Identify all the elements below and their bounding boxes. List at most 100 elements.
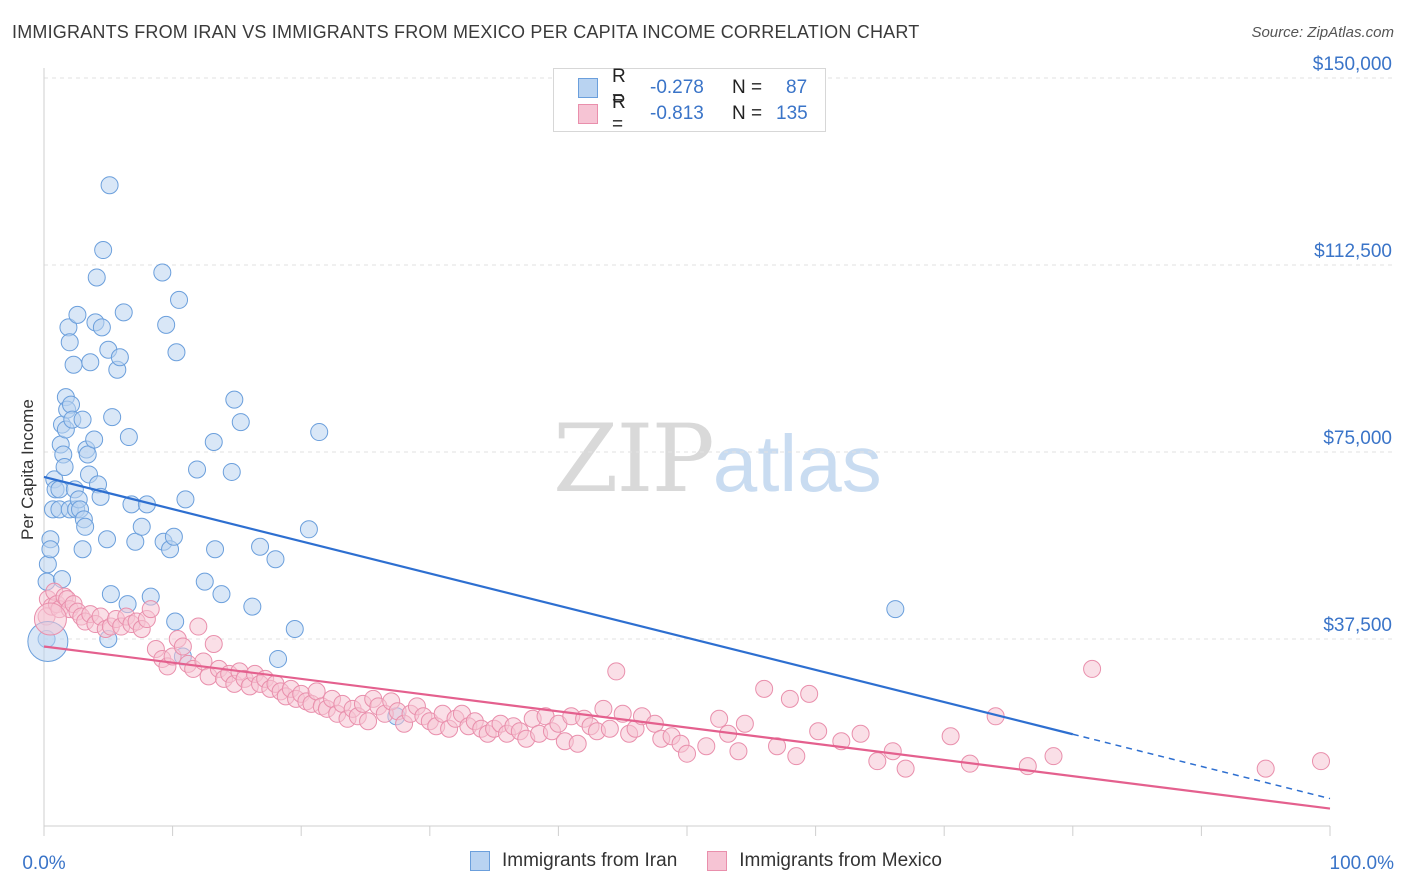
iran-point [38, 555, 57, 574]
iran-point [103, 408, 122, 427]
y-tick-label: $37,500 [1323, 615, 1392, 636]
mexico-point [568, 734, 587, 753]
mexico-point [307, 682, 326, 701]
iran-point [188, 460, 207, 479]
iran-point [225, 390, 244, 409]
mexico-point [189, 617, 208, 636]
iran-point [251, 537, 270, 556]
iran-point [55, 457, 74, 476]
iran-point [110, 348, 129, 367]
iran-swatch [470, 851, 490, 871]
mexico-point [883, 742, 902, 761]
iran-point [176, 490, 195, 509]
mexico-point [697, 737, 716, 756]
iran-point [92, 318, 111, 337]
iran-trend-extension [1072, 733, 1331, 800]
mexico-point [594, 699, 613, 718]
n-label: N = [732, 77, 763, 98]
mexico-point [1256, 759, 1275, 778]
iran-point [212, 585, 231, 604]
iran-point [68, 305, 87, 324]
iran-point [222, 462, 241, 481]
iran-point [266, 550, 285, 569]
iran-point [886, 600, 905, 619]
iran-point [64, 355, 83, 374]
iran-point [164, 527, 183, 546]
r-label: R = [612, 66, 626, 109]
iran-point [157, 315, 176, 334]
iran-point [50, 480, 69, 499]
mexico-point [729, 742, 748, 761]
chart-title: IMMIGRANTS FROM IRAN VS IMMIGRANTS FROM … [12, 22, 920, 42]
mexico-trend-line [43, 645, 1331, 810]
x-tick-label: 0.0% [22, 853, 65, 874]
mexico-point [173, 637, 192, 656]
iran-point [153, 263, 172, 282]
iran-point [73, 410, 92, 429]
y-tick-label: $150,000 [1313, 54, 1392, 75]
legend-row-iran: R = -0.278 N = 87 [578, 66, 826, 109]
mexico-point [780, 689, 799, 708]
iran-point [285, 620, 304, 639]
mexico-point [33, 602, 67, 636]
mexico-point [896, 759, 915, 778]
r-value-iran: -0.278 [650, 77, 704, 98]
iran-point [62, 395, 81, 414]
mexico-point [868, 752, 887, 771]
legend-item-iran[interactable]: Immigrants from Iran [470, 850, 677, 872]
source-label: Source: ZipAtlas.com [1251, 24, 1394, 41]
x-tick-label: 100.0% [1330, 853, 1395, 874]
mexico-point [141, 600, 160, 619]
legend-row-mexico: R = -0.813 N = 135 [578, 92, 816, 135]
mexico-point [359, 712, 378, 731]
iran-point [206, 540, 225, 559]
iran-point [310, 423, 329, 442]
mexico-point [710, 709, 729, 728]
iran-point [167, 343, 186, 362]
iran-swatch [578, 78, 598, 98]
series-legend: Immigrants from Iran Immigrants from Mex… [470, 850, 972, 872]
n-value-mexico: 135 [776, 103, 808, 124]
legend-label-mexico: Immigrants from Mexico [739, 850, 942, 871]
legend-label-iran: Immigrants from Iran [502, 850, 678, 871]
iran-point [119, 428, 138, 447]
mexico-point [600, 719, 619, 738]
iran-point [81, 353, 100, 372]
iran-point [170, 290, 189, 309]
mexico-point [755, 679, 774, 698]
mexico-swatch [578, 104, 598, 124]
y-tick-label: $75,000 [1323, 428, 1392, 449]
mexico-point [800, 684, 819, 703]
mexico-point [1044, 747, 1063, 766]
mexico-point [1311, 752, 1330, 771]
mexico-point [678, 744, 696, 763]
iran-point [78, 445, 97, 464]
n-label: N = [732, 103, 763, 124]
mexico-point [204, 634, 223, 653]
n-value-iran: 87 [786, 77, 808, 98]
iran-point [41, 540, 60, 559]
legend-item-mexico[interactable]: Immigrants from Mexico [707, 850, 942, 872]
iran-point [114, 303, 133, 322]
iran-point [85, 430, 104, 449]
mexico-point [1083, 659, 1102, 678]
iran-point [94, 241, 113, 260]
iran-point [243, 597, 262, 616]
iran-point [166, 612, 185, 631]
iran-point [269, 649, 288, 668]
iran-point [101, 585, 120, 604]
mexico-point [851, 724, 870, 743]
iran-point [100, 176, 119, 195]
iran-point [132, 517, 151, 536]
iran-point [60, 333, 79, 352]
mexico-point [735, 714, 754, 733]
iran-point [231, 413, 250, 432]
mexico-point [809, 722, 828, 741]
mexico-point [787, 747, 806, 766]
mexico-point [607, 662, 626, 681]
iran-point [98, 530, 117, 549]
iran-point [73, 540, 92, 559]
r-label: R = [612, 92, 626, 135]
mexico-swatch [707, 851, 728, 871]
iran-trend-line [43, 475, 1074, 736]
